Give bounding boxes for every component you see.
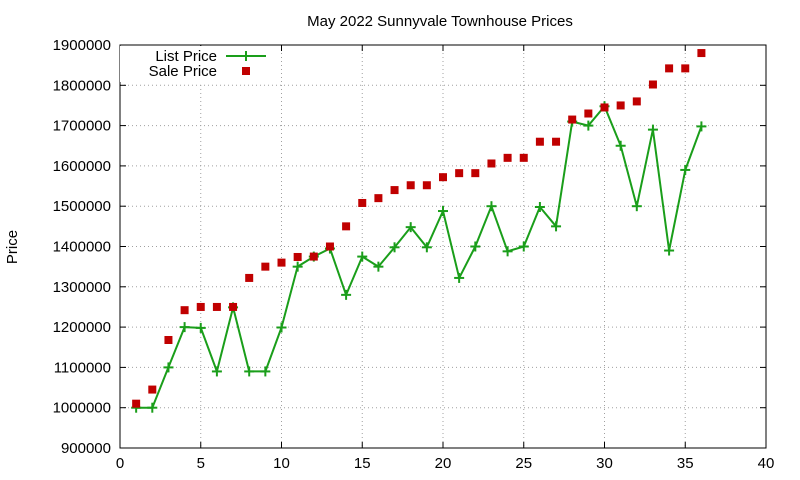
- legend-marker-sale-price: [242, 67, 250, 75]
- list-price-point: [260, 366, 271, 377]
- list-price-point: [276, 322, 287, 333]
- sale-price-point: [584, 109, 593, 118]
- y-axis-label: Price: [4, 230, 21, 264]
- list-price-point: [664, 245, 675, 256]
- y-tick-label: 1800000: [53, 77, 111, 94]
- list-price-point: [551, 221, 562, 232]
- sale-price-point: [406, 181, 415, 190]
- sale-price-point: [390, 186, 399, 195]
- x-tick-label: 0: [116, 455, 124, 472]
- sale-price-point: [245, 273, 254, 282]
- legend: List Price Sale Price: [120, 46, 280, 82]
- sale-price-point: [148, 385, 157, 394]
- legend-label-sale-price: Sale Price: [149, 63, 217, 80]
- list-price-point: [583, 120, 594, 131]
- sale-price-point: [503, 153, 512, 162]
- list-price-point: [244, 366, 255, 377]
- list-price-point: [195, 322, 206, 333]
- y-tick-label: 900000: [61, 440, 111, 457]
- y-tick-label: 1600000: [53, 158, 111, 175]
- y-tick-label: 1300000: [53, 279, 111, 296]
- sale-price-point: [212, 302, 221, 311]
- list-price-point: [631, 201, 642, 212]
- list-price-point: [502, 246, 513, 257]
- sale-price-point: [196, 302, 205, 311]
- list-price-point: [534, 202, 545, 213]
- sale-price-point: [374, 194, 383, 203]
- list-price-point: [341, 289, 352, 300]
- sale-price-point: [164, 335, 173, 344]
- list-price-point: [389, 242, 400, 253]
- y-tick-label: 1900000: [53, 37, 111, 54]
- list-price-point: [357, 251, 368, 262]
- list-price-point: [680, 164, 691, 175]
- x-tick-label: 30: [596, 455, 613, 472]
- sale-price-point: [568, 115, 577, 124]
- list-price-point: [615, 140, 626, 151]
- list-price-point: [421, 242, 432, 253]
- list-price-line: [136, 105, 703, 409]
- y-tick-label: 1700000: [53, 118, 111, 135]
- sale-price-point: [439, 173, 447, 182]
- sale-price-point: [261, 262, 270, 271]
- list-price-point: [147, 402, 158, 413]
- sale-price-point: [519, 153, 528, 162]
- x-tick-label: 20: [435, 455, 452, 472]
- series-layer: [131, 49, 707, 413]
- list-price-point: [647, 124, 658, 135]
- x-tick-label: 35: [677, 455, 694, 472]
- sale-price-point: [616, 101, 625, 110]
- sale-price-point: [309, 252, 318, 261]
- y-tick-label: 1200000: [53, 319, 111, 336]
- x-tick-label: 10: [273, 455, 290, 472]
- sale-price-point: [648, 80, 657, 89]
- y-tick-label: 1000000: [53, 400, 111, 417]
- sale-price-point: [229, 302, 238, 311]
- list-price-point: [696, 121, 707, 132]
- list-price-point: [454, 272, 465, 283]
- y-tick-label: 1400000: [53, 239, 111, 256]
- y-tick-label: 1500000: [53, 198, 111, 215]
- sale-price-point: [471, 169, 480, 178]
- x-tick-label: 25: [515, 455, 532, 472]
- sale-price-point: [293, 252, 302, 261]
- sale-price-point: [665, 64, 674, 73]
- list-price-point: [163, 362, 174, 373]
- axis-ticks: 0 5 10 15 20 25 30 35 40 900000 1000000 1100000 1200…: [53, 37, 775, 472]
- sale-price-point: [325, 242, 334, 251]
- list-price-point: [486, 201, 497, 212]
- list-price-point: [470, 241, 481, 252]
- list-price-point: [405, 222, 416, 233]
- list-price-point: [373, 261, 384, 272]
- x-tick-label: 40: [758, 455, 775, 472]
- plot-frame: [119, 44, 767, 449]
- sale-price-point: [277, 258, 286, 267]
- sale-price-point: [455, 169, 464, 178]
- sale-price-point: [422, 181, 431, 190]
- sale-price-point: [552, 137, 561, 146]
- sale-price-point: [342, 222, 351, 231]
- sale-price-point: [697, 49, 706, 58]
- list-price-point: [438, 206, 448, 217]
- sale-price-point: [681, 64, 690, 73]
- sale-price-point: [600, 103, 609, 112]
- list-price-point: [179, 322, 190, 333]
- sale-price-point: [180, 306, 189, 315]
- list-price-point: [518, 241, 529, 252]
- legend-marker-list-price: [241, 51, 251, 61]
- list-price-point: [211, 366, 222, 377]
- list-price-point: [292, 261, 303, 272]
- chart-title: May 2022 Sunnyvale Townhouse Prices: [307, 13, 573, 30]
- sale-price-point: [132, 399, 141, 408]
- sale-price-point: [487, 159, 496, 168]
- x-tick-label: 5: [197, 455, 205, 472]
- sale-price-point: [632, 97, 641, 106]
- legend-label-list-price: List Price: [155, 48, 217, 65]
- y-tick-label: 1100000: [54, 359, 111, 376]
- x-tick-label: 15: [354, 455, 371, 472]
- sale-price-point: [358, 198, 367, 207]
- sale-price-point: [535, 137, 544, 146]
